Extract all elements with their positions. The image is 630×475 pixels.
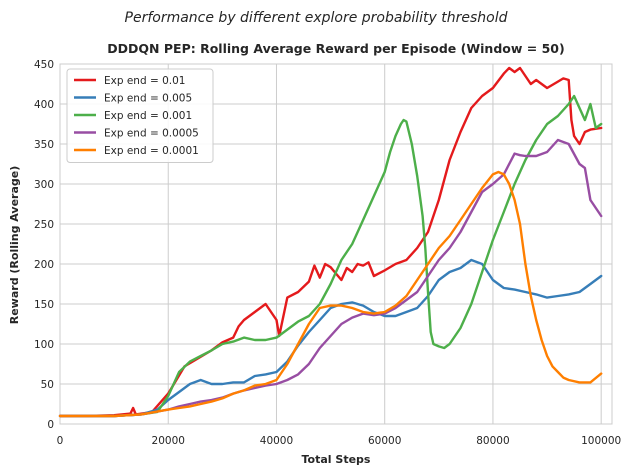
x-tick-label: 20000 <box>152 435 185 447</box>
series-line <box>58 94 603 418</box>
chart-title: DDDQN PEP: Rolling Average Reward per Ep… <box>107 41 564 56</box>
y-tick-label: 300 <box>34 179 54 191</box>
y-tick-label: 100 <box>34 339 54 351</box>
y-tick-label: 350 <box>34 139 54 151</box>
plot-area: 0 20000 40000 60000 80000 100000 0 50 100 150 200 2… <box>34 59 621 447</box>
legend-label: Exp end = 0.0005 <box>104 128 199 140</box>
x-tick-label: 80000 <box>476 435 509 447</box>
series-line <box>58 258 603 418</box>
legend-label: Exp end = 0.0001 <box>104 145 199 157</box>
legend-label: Exp end = 0.005 <box>104 93 192 105</box>
y-tick-label: 50 <box>41 379 54 391</box>
x-tick-label: 60000 <box>368 435 401 447</box>
y-tick-label: 200 <box>34 259 54 271</box>
figure-suptitle: Performance by different explore probabi… <box>125 10 508 26</box>
x-tick-label: 100000 <box>581 435 621 447</box>
legend-label: Exp end = 0.01 <box>104 75 185 87</box>
x-tick-label: 40000 <box>260 435 293 447</box>
legend-box <box>66 68 214 163</box>
series-line <box>58 170 603 418</box>
series-line <box>58 138 603 418</box>
y-tick-label: 400 <box>34 99 54 111</box>
y-tick-label: 150 <box>34 299 54 311</box>
x-axis-label: Total Steps <box>302 453 371 466</box>
x-tick-label: 0 <box>57 435 64 447</box>
plot-frame <box>59 63 613 425</box>
y-tick-label: 0 <box>47 419 54 431</box>
y-tick-label: 450 <box>34 59 54 71</box>
y-tick-label: 250 <box>34 219 54 231</box>
legend-label: Exp end = 0.001 <box>104 110 192 122</box>
y-axis-label: Reward (Rolling Average) <box>8 166 21 325</box>
